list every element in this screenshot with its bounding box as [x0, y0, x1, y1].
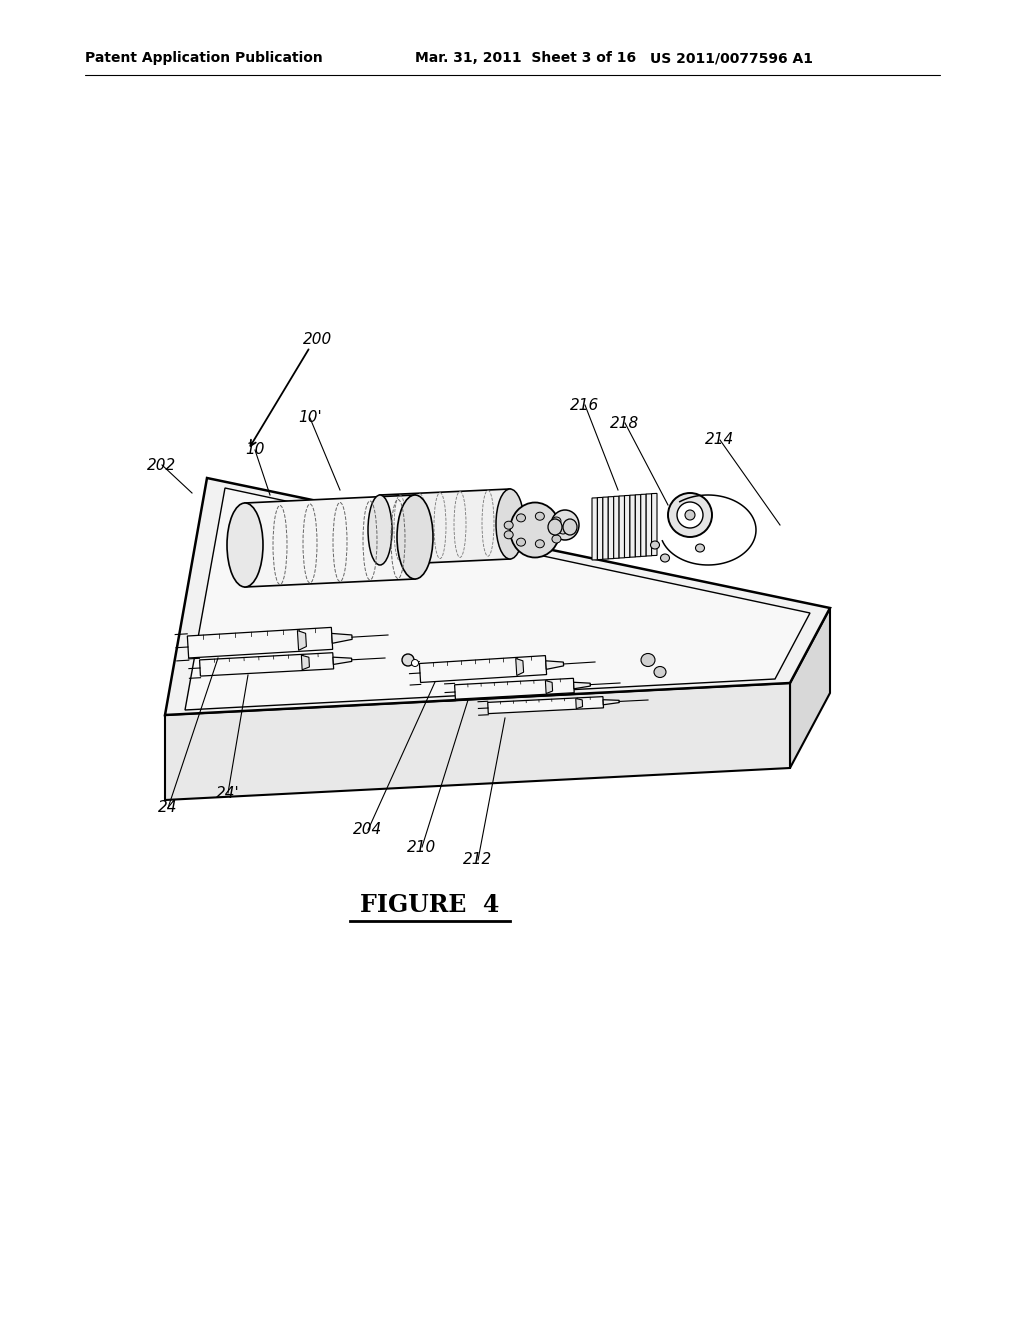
- Ellipse shape: [536, 540, 545, 548]
- Polygon shape: [185, 488, 810, 710]
- Ellipse shape: [368, 495, 392, 565]
- Polygon shape: [455, 678, 574, 700]
- Polygon shape: [635, 495, 641, 557]
- Text: 218: 218: [610, 416, 640, 430]
- Ellipse shape: [558, 525, 567, 535]
- Polygon shape: [573, 682, 591, 689]
- Text: Patent Application Publication: Patent Application Publication: [85, 51, 323, 65]
- Polygon shape: [487, 697, 603, 714]
- Polygon shape: [620, 496, 625, 558]
- Ellipse shape: [227, 503, 263, 587]
- Text: 212: 212: [464, 853, 493, 867]
- Polygon shape: [301, 655, 309, 669]
- Polygon shape: [297, 631, 306, 651]
- Polygon shape: [651, 494, 657, 556]
- Ellipse shape: [660, 554, 670, 562]
- Ellipse shape: [548, 519, 562, 535]
- Polygon shape: [613, 496, 620, 558]
- Polygon shape: [592, 498, 597, 560]
- Ellipse shape: [641, 653, 655, 667]
- Text: 216: 216: [570, 397, 600, 412]
- Ellipse shape: [668, 492, 712, 537]
- Ellipse shape: [654, 667, 666, 677]
- Ellipse shape: [563, 519, 577, 535]
- Polygon shape: [608, 496, 613, 558]
- Ellipse shape: [504, 531, 513, 539]
- Text: Mar. 31, 2011  Sheet 3 of 16: Mar. 31, 2011 Sheet 3 of 16: [415, 51, 636, 65]
- Polygon shape: [187, 627, 333, 657]
- Text: 214: 214: [706, 433, 734, 447]
- Ellipse shape: [510, 503, 560, 557]
- Text: 10': 10': [298, 411, 322, 425]
- Text: US 2011/0077596 A1: US 2011/0077596 A1: [650, 51, 813, 65]
- Polygon shape: [575, 698, 583, 709]
- Text: 204: 204: [353, 822, 383, 837]
- Polygon shape: [546, 681, 553, 693]
- Ellipse shape: [516, 539, 525, 546]
- Polygon shape: [641, 494, 646, 557]
- Ellipse shape: [504, 521, 513, 529]
- Text: 10: 10: [246, 442, 265, 458]
- Ellipse shape: [552, 517, 561, 525]
- Polygon shape: [603, 700, 620, 705]
- Polygon shape: [333, 657, 352, 664]
- Polygon shape: [597, 498, 603, 560]
- Ellipse shape: [551, 510, 579, 540]
- Ellipse shape: [496, 488, 524, 558]
- Ellipse shape: [516, 513, 525, 521]
- Text: 202: 202: [147, 458, 176, 473]
- Polygon shape: [790, 609, 830, 768]
- Text: 24: 24: [159, 800, 178, 816]
- Polygon shape: [630, 495, 635, 557]
- Ellipse shape: [536, 512, 545, 520]
- Polygon shape: [200, 652, 334, 676]
- Ellipse shape: [650, 541, 659, 549]
- Polygon shape: [332, 634, 352, 643]
- Polygon shape: [165, 478, 830, 715]
- Text: FIGURE  4: FIGURE 4: [360, 894, 500, 917]
- Ellipse shape: [695, 544, 705, 552]
- Ellipse shape: [397, 495, 433, 579]
- Ellipse shape: [402, 653, 414, 667]
- Polygon shape: [625, 495, 630, 557]
- Polygon shape: [546, 661, 563, 669]
- Polygon shape: [516, 659, 523, 676]
- Polygon shape: [420, 656, 547, 682]
- Polygon shape: [245, 495, 415, 587]
- Polygon shape: [646, 494, 651, 556]
- Text: 24': 24': [216, 785, 240, 800]
- Ellipse shape: [552, 535, 561, 543]
- Polygon shape: [165, 682, 790, 800]
- Text: 200: 200: [303, 333, 333, 347]
- Polygon shape: [603, 498, 608, 560]
- Ellipse shape: [412, 660, 419, 667]
- Polygon shape: [380, 488, 510, 565]
- Ellipse shape: [677, 502, 703, 528]
- Text: 210: 210: [408, 840, 436, 854]
- Ellipse shape: [685, 510, 695, 520]
